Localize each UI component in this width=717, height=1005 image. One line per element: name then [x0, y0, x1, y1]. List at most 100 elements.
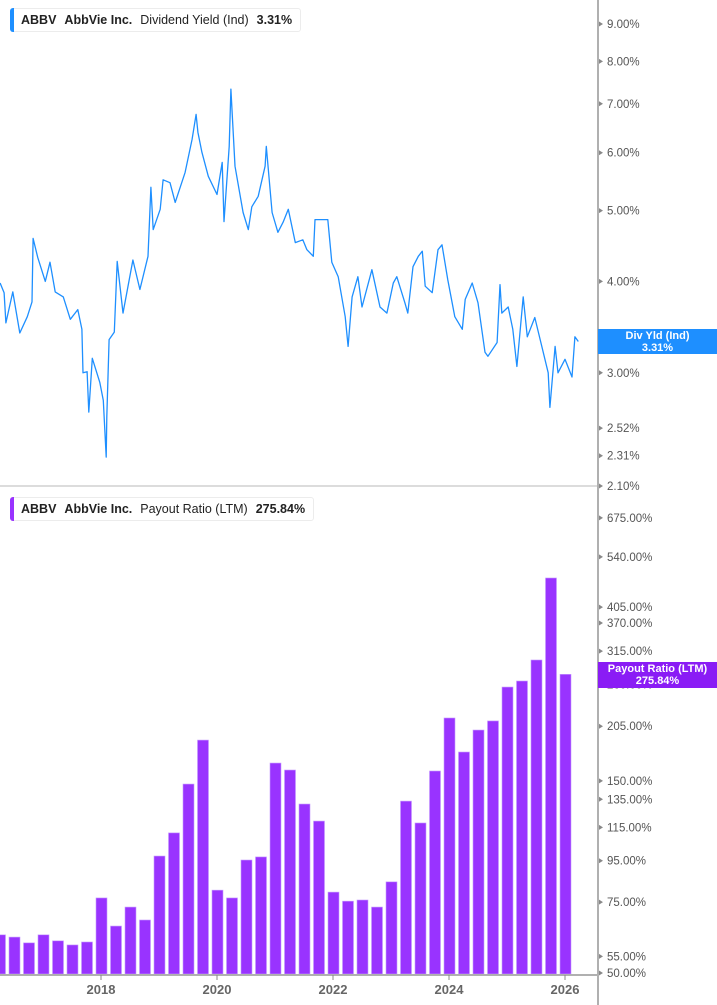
payout-bar-q2-2017 [66, 944, 79, 975]
payout-bar-q2-2025 [530, 659, 543, 975]
payout-bar-q2-2018 [124, 906, 137, 975]
y-tick-label: 405.00% [607, 602, 652, 614]
y-tick-label: 115.00% [607, 822, 652, 834]
tick-mark [599, 858, 603, 864]
y-tick-label: 75.00% [607, 897, 646, 909]
x-tick-label: 2024 [435, 982, 465, 997]
tick-mark [599, 648, 603, 654]
dividend-yield-line [0, 88, 579, 458]
payout-tag-value: 275.84% [635, 675, 680, 687]
tick-mark [599, 970, 603, 976]
payout-bar-q4-2020 [269, 762, 282, 975]
tick-mark [599, 370, 603, 376]
y-tick-label: 315.00% [607, 646, 652, 658]
y-tick-label: 205.00% [607, 721, 652, 733]
payout-bar-q3-2016 [23, 942, 35, 975]
tick-mark [599, 778, 603, 784]
payout-bar-q3-2023 [429, 770, 441, 975]
y-tick-label: 55.00% [607, 951, 646, 963]
legend-metric: Payout Ratio (LTM) [140, 502, 248, 516]
legend-value: 3.31% [256, 13, 293, 27]
payout-bar-q3-2021 [313, 820, 325, 975]
payout-bar-q1-2021 [284, 769, 296, 975]
y-tick-label: 135.00% [607, 794, 652, 806]
tick-mark [599, 620, 603, 626]
payout-legend: ABBV AbbVie Inc. Payout Ratio (LTM) 275.… [10, 497, 315, 521]
payout-bar-q4-2023 [443, 717, 456, 975]
payout-bar-q1-2025 [516, 680, 528, 975]
payout-bar-q4-2025 [559, 674, 572, 975]
y-tick-label: 8.00% [607, 56, 640, 68]
tick-mark [599, 824, 603, 830]
tick-mark [599, 483, 603, 489]
payout-bar-q1-2018 [110, 925, 122, 975]
y-tick-label: 150.00% [607, 776, 652, 788]
payout-bar-q4-2021 [327, 891, 340, 975]
tick-mark [599, 604, 603, 610]
payout-bar-q3-2020 [255, 856, 267, 975]
legend-company: AbbVie Inc. [64, 502, 133, 516]
payout-bar-q1-2022 [342, 900, 354, 975]
payout-tag-label: Payout Ratio (LTM) [607, 663, 708, 675]
payout-bar-q4-2017 [95, 897, 108, 975]
tick-mark [599, 723, 603, 729]
y-tick-label: 95.00% [607, 856, 646, 868]
yield-legend-color [10, 8, 14, 32]
x-axis: 2018 2020 2022 2024 2026 [87, 975, 580, 997]
payout-ratio-panel: 675.00%540.00%405.00%370.00%315.00%260.0… [0, 513, 652, 980]
yield-tag-value: 3.31% [641, 342, 674, 354]
x-tick-label: 2020 [203, 982, 232, 997]
y-tick-label: 3.00% [607, 368, 640, 380]
payout-bar-q1-2024 [458, 751, 470, 975]
payout-bar-q4-2024 [501, 686, 514, 975]
x-tick-label: 2018 [87, 982, 116, 997]
y-tick-label: 7.00% [607, 99, 640, 111]
tick-mark [599, 796, 603, 802]
payout-bar-q4-2019 [211, 889, 224, 975]
payout-bars [0, 577, 572, 975]
payout-bar-q4-2018 [153, 855, 166, 975]
tick-mark [599, 453, 603, 459]
payout-bar-q2-2024 [472, 729, 485, 975]
payout-bar-q3-2022 [371, 906, 383, 975]
payout-bar-q3-2024 [487, 720, 499, 975]
dividend-yield-panel: 9.00% 8.00% 7.00% 6.00% 5.00% 4.00% 3.00% 2.52%… [0, 19, 640, 493]
tick-mark [599, 58, 603, 64]
tick-mark [599, 21, 603, 27]
yield-current-tag: Div Yld (Ind) 3.31% [598, 329, 717, 354]
payout-bar-q1-2023 [400, 800, 412, 975]
y-tick-label: 5.00% [607, 206, 640, 218]
tick-mark [599, 515, 603, 521]
yield-tag-label: Div Yld (Ind) [625, 330, 690, 342]
legend-metric: Dividend Yield (Ind) [140, 13, 249, 27]
legend-ticker: ABBV [21, 502, 57, 516]
payout-y-axis: 675.00%540.00%405.00%370.00%315.00%260.0… [599, 513, 652, 980]
tick-mark [599, 554, 603, 560]
legend-value: 275.84% [255, 502, 306, 516]
tick-mark [599, 953, 603, 959]
y-tick-label: 2.10% [607, 481, 640, 493]
payout-bar-q4-2022 [385, 881, 398, 975]
y-tick-label: 50.00% [607, 968, 646, 980]
payout-bar-q2-2016 [8, 936, 21, 975]
tick-mark [599, 208, 603, 214]
payout-bar-q1-2016 [0, 934, 6, 975]
yield-y-axis: 9.00% 8.00% 7.00% 6.00% 5.00% 4.00% 3.00% 2.52%… [599, 19, 640, 493]
payout-current-tag: Payout Ratio (LTM) 275.84% [598, 662, 717, 688]
tick-mark [599, 278, 603, 284]
payout-bar-q3-2018 [139, 919, 151, 975]
tick-mark [599, 425, 603, 431]
payout-legend-color [10, 497, 14, 521]
x-tick-label: 2026 [551, 982, 580, 997]
payout-bar-q2-2020 [240, 859, 253, 975]
payout-bar-q2-2023 [414, 822, 427, 975]
legend-ticker: ABBV [21, 13, 57, 27]
tick-mark [599, 150, 603, 156]
y-tick-label: 9.00% [607, 19, 640, 31]
tick-mark [599, 101, 603, 107]
tick-mark [599, 899, 603, 905]
y-tick-label: 675.00% [607, 513, 652, 525]
y-tick-label: 370.00% [607, 618, 652, 630]
payout-bar-q3-2025 [545, 577, 557, 975]
